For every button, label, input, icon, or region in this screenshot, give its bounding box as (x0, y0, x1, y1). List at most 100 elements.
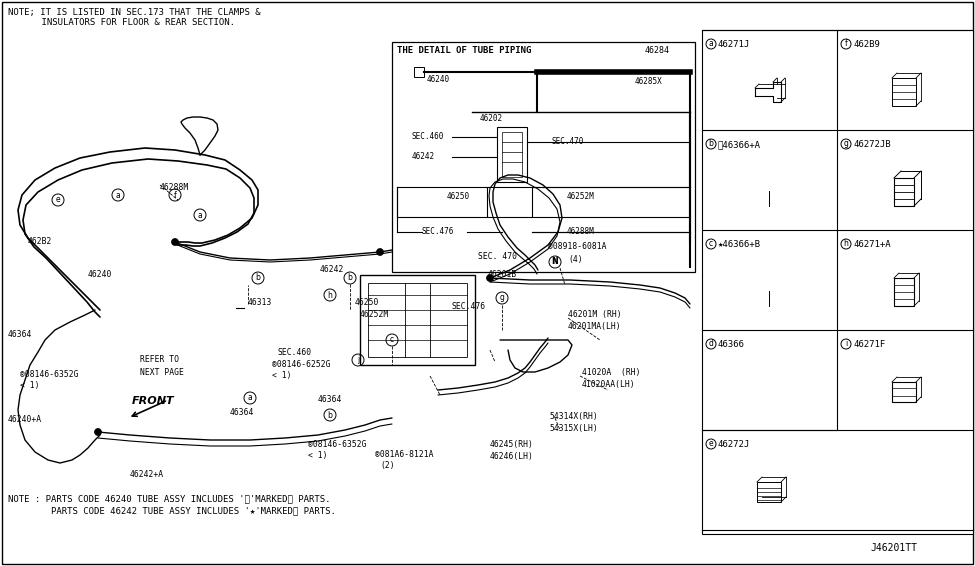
Text: b: b (347, 273, 352, 282)
Text: N: N (552, 258, 558, 267)
Text: 46313: 46313 (248, 298, 272, 307)
Text: (4): (4) (568, 255, 583, 264)
Bar (892, 382, 916, 402)
Bar (414, 67, 424, 77)
Text: J46201TT: J46201TT (870, 543, 917, 553)
Text: 46366: 46366 (718, 340, 745, 349)
Bar (487, 187, 532, 217)
Text: 46242: 46242 (320, 265, 344, 274)
Text: FRONT: FRONT (132, 396, 175, 406)
Text: g: g (843, 139, 848, 148)
Text: REFER TO: REFER TO (140, 355, 179, 364)
Text: c: c (709, 239, 713, 248)
Text: 46201B: 46201B (488, 270, 518, 279)
Text: ®08918-6081A: ®08918-6081A (548, 242, 606, 251)
Text: THE DETAIL OF TUBE PIPING: THE DETAIL OF TUBE PIPING (397, 46, 531, 55)
Text: h: h (328, 290, 332, 299)
Text: 46242: 46242 (412, 152, 435, 161)
Circle shape (95, 428, 101, 435)
Text: 41020A  (RH): 41020A (RH) (582, 368, 641, 377)
Text: a: a (116, 191, 120, 199)
Text: < 1): < 1) (308, 451, 328, 460)
Text: a: a (709, 40, 714, 49)
Text: 46271+A: 46271+A (853, 240, 890, 249)
Text: SEC.460: SEC.460 (412, 132, 445, 141)
Bar (392, 42, 695, 272)
Text: SEC.476: SEC.476 (452, 302, 487, 311)
Bar (894, 178, 914, 206)
Text: 46284: 46284 (645, 46, 670, 55)
Text: 46271F: 46271F (853, 340, 885, 349)
Text: 46288M: 46288M (567, 227, 595, 236)
Text: 46245(RH): 46245(RH) (490, 440, 534, 449)
Text: ®08146-6352G: ®08146-6352G (20, 370, 79, 379)
Text: ®081A6-8121A: ®081A6-8121A (375, 450, 434, 459)
Text: 46252M: 46252M (567, 192, 595, 201)
Text: 462B9: 462B9 (853, 40, 879, 49)
Text: 462B2: 462B2 (28, 237, 53, 246)
Text: 46250: 46250 (355, 298, 379, 307)
Text: j: j (357, 355, 359, 365)
Text: INSULATORS FOR FLOOR & REAR SECTION.: INSULATORS FOR FLOOR & REAR SECTION. (20, 18, 235, 27)
Text: 46242+A: 46242+A (130, 470, 164, 479)
Text: 46272J: 46272J (718, 440, 750, 449)
Text: ®08146-6352G: ®08146-6352G (308, 440, 367, 449)
Text: i: i (845, 340, 847, 349)
Text: b: b (709, 139, 714, 148)
Text: 46285X: 46285X (635, 77, 663, 86)
Text: 46202: 46202 (480, 114, 503, 123)
Text: a: a (248, 393, 253, 402)
Text: ※46366+A: ※46366+A (718, 140, 761, 149)
Circle shape (376, 248, 383, 255)
Text: e: e (56, 195, 60, 204)
Text: NOTE : PARTS CODE 46240 TUBE ASSY INCLUDES '※'MARKEDⅡ PARTS.: NOTE : PARTS CODE 46240 TUBE ASSY INCLUD… (8, 494, 331, 503)
Text: g: g (499, 294, 504, 302)
Text: NEXT PAGE: NEXT PAGE (140, 368, 184, 377)
Text: 46201M (RH): 46201M (RH) (568, 310, 622, 319)
Text: < 1): < 1) (20, 381, 40, 390)
Text: 46364: 46364 (318, 395, 342, 404)
Bar (497, 127, 527, 182)
Bar (892, 78, 916, 106)
Bar (702, 30, 973, 534)
Text: 46364: 46364 (230, 408, 254, 417)
Text: e: e (709, 440, 714, 448)
Text: f: f (844, 40, 847, 49)
Text: 46250: 46250 (447, 192, 470, 201)
Text: c: c (390, 336, 394, 345)
Text: b: b (255, 273, 260, 282)
Text: ®08146-6252G: ®08146-6252G (272, 360, 331, 369)
Text: PARTS CODE 46242 TUBE ASSY INCLUDES '★'MARKEDⅡ PARTS.: PARTS CODE 46242 TUBE ASSY INCLUDES '★'M… (8, 506, 335, 515)
Text: 46364: 46364 (8, 330, 32, 339)
Text: 46240+A: 46240+A (8, 415, 42, 424)
Text: SEC. 470: SEC. 470 (478, 252, 517, 261)
Bar (894, 278, 914, 306)
Text: a: a (198, 211, 203, 220)
Text: 46240: 46240 (88, 270, 112, 279)
Text: < 1): < 1) (272, 371, 292, 380)
Text: ★46366+B: ★46366+B (718, 240, 761, 249)
Text: b: b (328, 410, 332, 419)
Text: 46252M: 46252M (360, 310, 389, 319)
Text: SEC.476: SEC.476 (422, 227, 454, 236)
Text: h: h (843, 239, 848, 248)
Text: f: f (174, 191, 176, 199)
Bar (502, 132, 522, 177)
Circle shape (172, 238, 178, 246)
Text: 46201MA(LH): 46201MA(LH) (568, 322, 622, 331)
Text: 54314X(RH): 54314X(RH) (550, 412, 599, 421)
Text: 46288M: 46288M (160, 183, 189, 192)
Text: SEC.460: SEC.460 (278, 348, 312, 357)
Bar (368, 283, 467, 357)
Text: 46246(LH): 46246(LH) (490, 452, 534, 461)
Text: (2): (2) (380, 461, 395, 470)
Text: 54315X(LH): 54315X(LH) (550, 424, 599, 433)
Circle shape (487, 275, 493, 281)
Text: SEC.470: SEC.470 (552, 137, 584, 146)
Text: 41020AA(LH): 41020AA(LH) (582, 380, 636, 389)
Text: 46272JB: 46272JB (853, 140, 890, 149)
Bar (757, 482, 781, 502)
Text: N: N (552, 258, 559, 267)
Text: 46240: 46240 (427, 75, 450, 84)
Text: 46271J: 46271J (718, 40, 750, 49)
